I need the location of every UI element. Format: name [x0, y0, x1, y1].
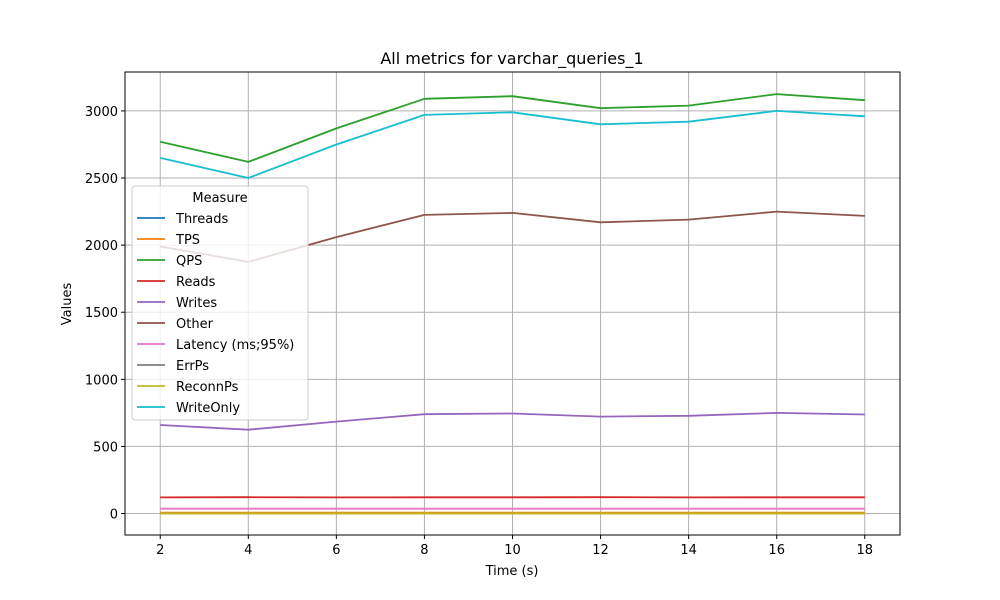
y-tick-label: 2000	[85, 239, 118, 254]
x-axis-label: Time (s)	[485, 564, 539, 579]
series-line-writes	[160, 411, 865, 431]
y-tick-label: 1500	[85, 306, 118, 321]
legend-item-reconnps: ReconnPs	[137, 380, 239, 395]
legend-item-writeonly: WriteOnly	[137, 401, 240, 416]
legend-label: Writes	[176, 296, 217, 311]
x-tick-label: 18	[856, 543, 873, 558]
legend-item-errps: ErrPs	[137, 359, 209, 374]
legend-label: Other	[176, 317, 214, 332]
x-tick-label: 12	[592, 543, 609, 558]
legend-title: Measure	[192, 191, 247, 206]
legend-label: QPS	[176, 254, 202, 269]
tick-layer: 2 4 6 8 10 12 14 16 18 0 500 1000 1500 2000 2500 3000	[85, 105, 873, 558]
x-tick-label: 16	[768, 543, 785, 558]
legend-frame	[131, 185, 309, 421]
x-tick-label: 14	[680, 543, 697, 558]
y-tick-label: 2500	[85, 172, 118, 187]
legend: Measure Threads TPS QPS Reads Writes Other Lat…	[131, 185, 309, 421]
y-tick-label: 0	[110, 508, 118, 523]
legend-label: Reads	[176, 275, 216, 290]
series-line-writeonly	[159, 110, 865, 179]
legend-item-qps: QPS	[137, 254, 202, 269]
y-axis-label: Values	[60, 283, 75, 326]
legend-item-other: Other	[137, 317, 214, 332]
x-tick-label: 10	[504, 543, 521, 558]
chart-title: All metrics for varchar_queries_1	[380, 49, 643, 69]
legend-item-writes: Writes	[137, 296, 217, 311]
x-tick-label: 4	[244, 543, 252, 558]
x-tick-label: 6	[332, 543, 340, 558]
legend-label: Latency (ms;95%)	[176, 338, 294, 353]
y-tick-label: 500	[93, 440, 118, 455]
y-tick-label: 3000	[85, 105, 118, 120]
legend-label: TPS	[175, 233, 200, 248]
y-tick-label: 1000	[85, 373, 118, 388]
legend-label: Threads	[175, 212, 228, 227]
legend-item-reads: Reads	[137, 275, 216, 290]
x-tick-label: 8	[420, 543, 428, 558]
series-layer	[159, 93, 865, 515]
legend-label: ReconnPs	[176, 380, 239, 395]
legend-item-latency-ms-95: Latency (ms;95%)	[137, 338, 294, 353]
x-tick-label: 2	[156, 543, 164, 558]
series-line-qps	[159, 93, 865, 163]
legend-label: WriteOnly	[176, 401, 240, 416]
legend-item-threads: Threads	[137, 212, 228, 227]
legend-label: ErrPs	[176, 359, 209, 374]
legend-item-tps: TPS	[137, 233, 200, 248]
legend-items: Threads TPS QPS Reads Writes Other Latency (ms…	[137, 212, 294, 416]
